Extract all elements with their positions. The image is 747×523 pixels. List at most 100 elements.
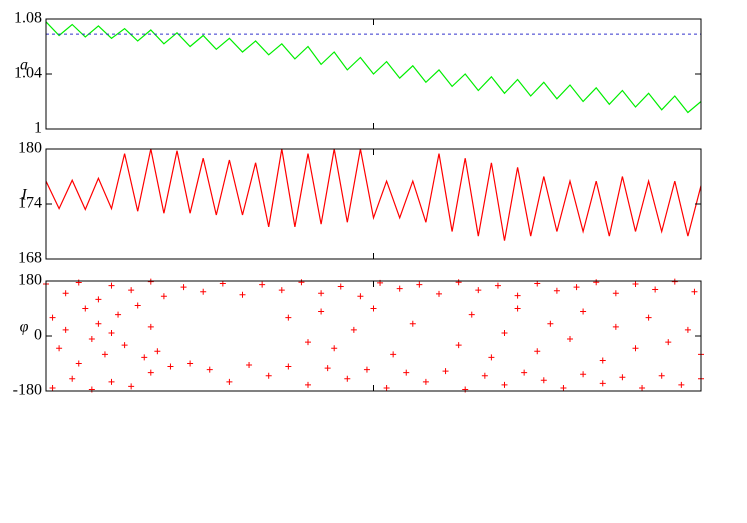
point xyxy=(75,360,82,367)
point xyxy=(422,378,429,385)
point xyxy=(599,380,606,387)
point xyxy=(403,369,410,376)
point xyxy=(501,381,508,388)
y-tick-label: 1 xyxy=(34,120,42,137)
point xyxy=(128,287,135,294)
point xyxy=(318,308,325,315)
point xyxy=(396,285,403,292)
point xyxy=(514,292,521,299)
point xyxy=(95,320,102,327)
point xyxy=(88,386,95,393)
y-tick-label: 1.04 xyxy=(14,65,42,82)
point xyxy=(298,279,305,286)
point xyxy=(160,293,167,300)
y-tick-label: -180 xyxy=(13,382,42,399)
plot-frame xyxy=(45,280,702,392)
point xyxy=(200,288,207,295)
point xyxy=(671,278,678,285)
point xyxy=(521,369,528,376)
point xyxy=(265,372,272,379)
point xyxy=(141,354,148,361)
point xyxy=(632,345,639,352)
point xyxy=(658,372,665,379)
point xyxy=(324,365,331,372)
point xyxy=(337,283,344,290)
point xyxy=(501,329,508,336)
point xyxy=(108,378,115,385)
y-tick-label: 180 xyxy=(18,140,42,157)
point xyxy=(108,329,115,336)
point xyxy=(147,323,154,330)
point xyxy=(599,357,606,364)
point xyxy=(128,383,135,390)
point xyxy=(481,372,488,379)
point xyxy=(514,305,521,312)
point xyxy=(75,279,82,286)
point xyxy=(331,345,338,352)
y-axis-label: φ xyxy=(20,319,29,336)
point xyxy=(580,308,587,315)
point xyxy=(547,320,554,327)
point xyxy=(612,323,619,330)
point xyxy=(305,339,311,346)
point xyxy=(573,284,580,291)
point xyxy=(455,342,462,349)
point xyxy=(167,363,174,370)
point xyxy=(652,286,659,293)
point xyxy=(305,381,311,388)
point xyxy=(147,278,154,285)
point xyxy=(593,279,600,286)
point xyxy=(121,342,128,349)
point xyxy=(684,326,691,333)
plot-frame xyxy=(45,148,702,260)
point xyxy=(619,374,626,381)
point xyxy=(475,287,482,294)
point xyxy=(416,281,423,288)
point xyxy=(226,378,233,385)
y-tick-label: 180 xyxy=(18,272,42,289)
y-axis-label: I xyxy=(20,187,27,204)
point xyxy=(488,354,495,361)
point xyxy=(632,281,639,288)
y-tick-label: 168 xyxy=(18,250,42,267)
point xyxy=(285,363,292,370)
point xyxy=(383,384,390,391)
point xyxy=(468,311,475,318)
point xyxy=(455,279,462,286)
point xyxy=(206,366,213,373)
point xyxy=(49,314,56,321)
point xyxy=(678,381,685,388)
point xyxy=(134,302,141,309)
point xyxy=(88,336,95,343)
point xyxy=(665,339,672,346)
point xyxy=(409,320,416,327)
point xyxy=(436,290,442,297)
point xyxy=(62,326,69,333)
point xyxy=(350,326,357,333)
point xyxy=(95,296,102,303)
y-tick-label: 174 xyxy=(18,195,42,212)
data-line xyxy=(45,148,702,241)
point xyxy=(246,362,253,369)
point xyxy=(187,360,194,367)
point xyxy=(540,377,547,384)
point xyxy=(239,291,246,298)
point xyxy=(82,305,89,312)
point xyxy=(357,293,364,300)
point xyxy=(115,311,122,318)
point xyxy=(442,368,449,375)
point xyxy=(62,290,69,297)
y-tick-label: 1.08 xyxy=(14,10,42,27)
point xyxy=(612,290,619,297)
point xyxy=(101,351,108,358)
point xyxy=(645,314,652,321)
point xyxy=(363,366,370,373)
point xyxy=(462,386,469,393)
point xyxy=(639,384,646,391)
point xyxy=(259,281,266,288)
point xyxy=(691,288,698,295)
point xyxy=(580,371,587,378)
y-axis-label: a xyxy=(20,57,28,74)
point xyxy=(69,375,76,382)
point xyxy=(56,345,63,352)
